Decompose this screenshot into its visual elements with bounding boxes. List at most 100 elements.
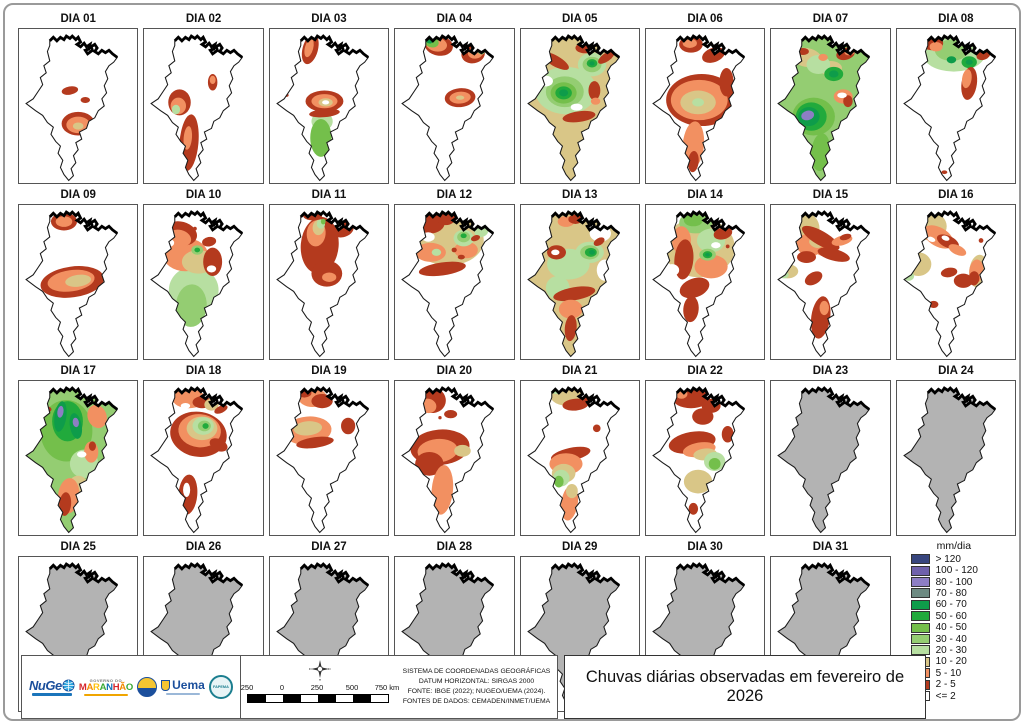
maranhao-map [143, 203, 264, 360]
maranhao-map [895, 28, 1016, 184]
scale-bar-labels: 250 0 250 500 750 km [241, 683, 400, 693]
maranhao-map [770, 28, 891, 184]
legend-item: > 120 [910, 553, 1017, 565]
scale-bar [247, 694, 389, 703]
map-sheet: DIA 01 DIA 02 DIA 03 DIA 04 DIA 05 DIA 06 DIA … [3, 3, 1021, 721]
legend-swatch [910, 565, 930, 576]
panel-title: DIA 16 [938, 188, 974, 201]
panel-title: DIA 04 [436, 13, 472, 25]
scale-label: 750 km [374, 683, 400, 692]
maranhao-map [394, 28, 515, 184]
map-panel: DIA 07 [769, 10, 891, 184]
map-panel: DIA 20 [393, 362, 515, 536]
map-panel: DIA 18 [142, 362, 264, 536]
map-panel: DIA 14 [644, 186, 766, 360]
map-panel: DIA 09 [17, 186, 139, 360]
coords-line: DATUM HORIZONTAL: SIRGAS 2000 [418, 678, 535, 686]
panel-title: DIA 26 [185, 540, 222, 553]
panel-title: DIA 18 [185, 364, 222, 377]
maranhao-map [18, 203, 139, 360]
panel-title: DIA 29 [562, 540, 598, 553]
map-title: Chuvas diárias observadas em fevereiro d… [585, 668, 905, 705]
maranhao-map [143, 379, 264, 536]
scale-bar-segment [265, 695, 283, 702]
maranhao-map [18, 379, 139, 536]
map-title-box: Chuvas diárias observadas em fevereiro d… [564, 655, 926, 719]
panel-title: DIA 31 [812, 540, 849, 553]
map-panel: DIA 01 [17, 10, 139, 184]
panel-title: DIA 22 [687, 364, 723, 377]
scale-label: 250 [240, 683, 254, 692]
legend-swatch [910, 634, 930, 645]
map-panel: DIA 10 [142, 186, 264, 360]
maranhao-letter: M [78, 681, 87, 693]
panel-title: DIA 21 [562, 364, 598, 377]
maranhao-map [394, 379, 515, 536]
legend-swatch [910, 577, 930, 588]
map-panel: DIA 11 [268, 186, 390, 360]
legend-swatch [910, 611, 930, 622]
map-panel: DIA 16 [895, 186, 1017, 360]
maranhao-map [268, 203, 390, 360]
scale-bar-segment [370, 695, 388, 702]
scale-bar-segment [335, 695, 353, 702]
panels-grid: DIA 01 DIA 02 DIA 03 DIA 04 DIA 05 DIA 06 DIA … [17, 10, 1017, 712]
panel-title: DIA 07 [812, 13, 849, 25]
governo-subtext-bar [83, 693, 128, 696]
scale-label: 250 [310, 683, 324, 692]
panel-title: DIA 09 [60, 188, 96, 201]
panel-title: DIA 19 [311, 364, 347, 377]
globe-icon [62, 678, 75, 692]
maranhao-wordmark: MARANHÃO [78, 681, 133, 693]
logo-uema: Uema [161, 679, 205, 695]
scale-label: 500 [345, 683, 359, 692]
legend-item: 40 - 50 [910, 622, 1017, 634]
legend-label: 100 - 120 [935, 565, 978, 577]
legend-label: 10 - 20 [935, 656, 967, 668]
uema-subtext-bar [165, 692, 200, 695]
scale-bar-segment [283, 695, 301, 702]
maranhao-letter: A [99, 681, 107, 693]
coords-line: SISTEMA DE COORDENADAS GEOGRÁFICAS [402, 668, 551, 676]
legend-item: 5 - 10 [910, 667, 1017, 679]
maranhao-map [644, 28, 766, 184]
maranhao-map [770, 203, 891, 360]
legend-item: 30 - 40 [910, 633, 1017, 645]
panel-title: DIA 02 [185, 13, 222, 25]
logo-fapema: FAPEMA [208, 675, 233, 699]
maranhao-letter: A [86, 681, 94, 693]
legend-label: > 120 [935, 553, 961, 565]
legend-label: 40 - 50 [935, 622, 967, 634]
legend-title: mm/dia [936, 539, 972, 552]
legend-item: 70 - 80 [910, 588, 1017, 599]
legend-label: 2 - 5 [935, 679, 956, 691]
scale-bar-segment [353, 695, 371, 702]
panel-title: DIA 13 [562, 188, 598, 201]
maranhao-map [394, 203, 515, 360]
legend-label: <= 2 [935, 690, 956, 702]
map-panel: DIA 24 [895, 362, 1017, 536]
legend-item: 100 - 120 [910, 565, 1017, 577]
maranhao-map [519, 28, 640, 184]
legend-swatch [910, 588, 930, 599]
map-panel: DIA 08 [895, 10, 1017, 184]
panel-title: DIA 15 [812, 188, 849, 201]
compass-icon [309, 660, 331, 681]
map-panel: DIA 22 [644, 362, 766, 536]
map-panel: DIA 19 [268, 362, 390, 536]
map-panel: DIA 21 [519, 362, 641, 536]
logo-nugeo: NuGe [29, 679, 75, 696]
maranhao-map [519, 379, 640, 536]
maranhao-map [895, 379, 1016, 536]
logos-box: NuGe GOVERNO DO MARANHÃO Uema [21, 655, 241, 719]
legend-item: 20 - 30 [910, 645, 1017, 656]
legend-label: 80 - 100 [935, 576, 973, 588]
legend-swatch [910, 622, 930, 633]
maranhao-letter: R [93, 681, 100, 693]
panel-title: DIA 27 [311, 540, 347, 553]
panel-title: DIA 10 [185, 188, 222, 201]
legend-label: 5 - 10 [935, 667, 962, 679]
governo-top-label: GOVERNO DO [89, 677, 123, 683]
maranhao-map [143, 28, 264, 184]
maranhao-map [644, 203, 766, 360]
